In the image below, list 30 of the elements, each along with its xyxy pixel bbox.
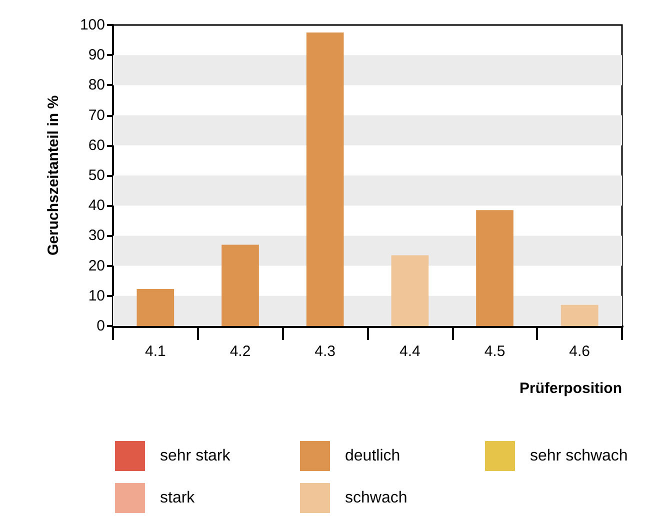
x-tick-label: 4.5 <box>484 343 506 360</box>
bar <box>222 244 259 326</box>
bar <box>391 255 429 326</box>
y-tick-label: 10 <box>88 287 105 304</box>
x-tick-label: 4.6 <box>569 343 590 360</box>
y-tick-label: 60 <box>88 136 105 154</box>
x-tick-label: 4.1 <box>144 343 166 360</box>
x-axis-title: Prüferposition <box>519 380 622 397</box>
y-tick-label: 50 <box>88 167 105 184</box>
legend-label: sehr stark <box>160 448 232 464</box>
y-axis-title: Geruchszeitanteil in % <box>45 95 62 256</box>
legend-label: schwach <box>345 490 408 506</box>
y-tick-label: 0 <box>96 318 105 334</box>
y-tick-label: 40 <box>88 197 105 214</box>
y-tick-label: 20 <box>88 257 105 274</box>
legend-label: stark <box>160 490 196 506</box>
bar <box>136 288 174 326</box>
bar <box>476 210 514 326</box>
y-tick-label: 70 <box>88 106 105 124</box>
x-tick-label: 4.2 <box>230 343 251 360</box>
y-tick-label: 90 <box>88 46 105 64</box>
y-tick-label: 30 <box>88 227 105 244</box>
y-tick-label: 80 <box>88 76 105 94</box>
x-tick-label: 4.4 <box>399 343 420 360</box>
legend-label: sehr schwach <box>530 448 628 464</box>
y-tick-label: 100 <box>80 16 105 34</box>
x-tick-label: 4.3 <box>314 343 336 360</box>
bar <box>560 304 598 326</box>
bar <box>306 32 344 326</box>
legend-label: deutlich <box>345 448 400 464</box>
